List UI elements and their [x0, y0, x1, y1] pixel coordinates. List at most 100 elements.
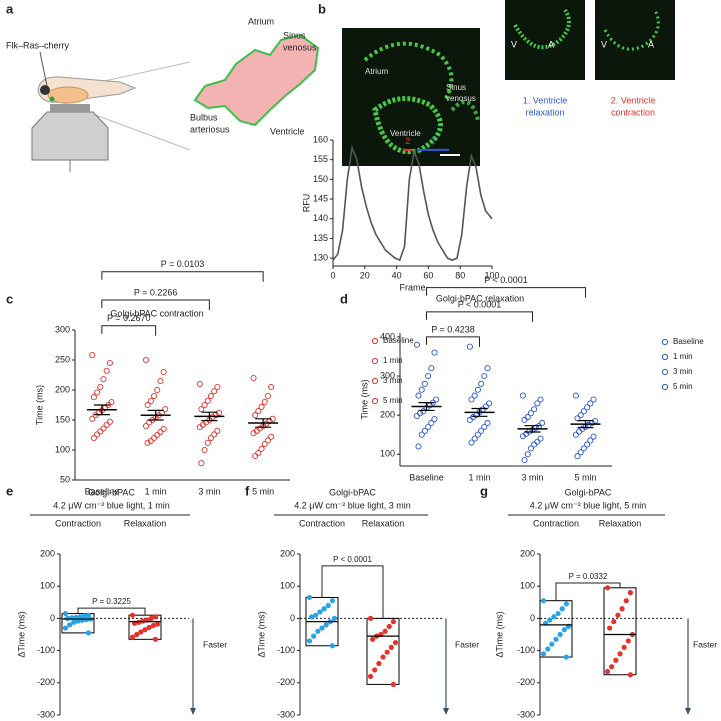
x-tick-label: 0	[330, 270, 335, 280]
dot	[625, 638, 631, 644]
dot	[62, 610, 69, 617]
label: 2. Ventricle	[611, 95, 656, 105]
dot	[428, 419, 435, 427]
micrograph	[595, 0, 675, 80]
x-tick-label: 40	[392, 270, 402, 280]
dot	[214, 383, 221, 391]
dot	[154, 621, 161, 627]
dot	[431, 349, 438, 356]
dot	[204, 397, 211, 404]
legend-label: 3 min	[673, 367, 693, 376]
dot	[390, 619, 396, 625]
y-tick-label: 100	[55, 444, 70, 454]
panel-letter: e	[6, 483, 13, 498]
chart-title: Golgi-bPAC	[565, 487, 612, 497]
dot	[100, 376, 107, 383]
dot	[627, 672, 634, 678]
dot	[478, 380, 485, 387]
dot	[468, 396, 475, 403]
dot	[384, 649, 390, 655]
y-tick-label: -200	[517, 677, 535, 687]
dot	[524, 414, 531, 421]
dot	[609, 664, 615, 670]
dot	[196, 380, 203, 388]
panel-letter: g	[480, 483, 488, 498]
chart-title: Golgi-bPAC relaxation	[436, 293, 524, 303]
legend-marker	[661, 353, 669, 361]
dot	[138, 629, 144, 635]
dot	[207, 434, 215, 442]
bracket	[426, 311, 533, 322]
y-tick-label: 0	[530, 613, 535, 623]
dot	[590, 396, 597, 403]
fish-heart	[49, 96, 55, 102]
dot	[479, 406, 486, 413]
dot	[261, 440, 268, 448]
bracket	[426, 287, 586, 298]
dot	[268, 433, 275, 440]
label: V	[601, 39, 607, 49]
dot	[315, 628, 321, 634]
dot	[147, 437, 154, 445]
dot	[531, 441, 538, 448]
dot	[577, 412, 584, 419]
dot	[329, 643, 335, 649]
y-tick-label: 100	[40, 581, 55, 591]
dot	[621, 644, 627, 650]
label: Flk–Ras–cherry	[6, 40, 70, 50]
y-tick-label: 50	[60, 474, 70, 484]
x-tick-label: 20	[360, 270, 370, 280]
x-tick-label: 100	[484, 270, 499, 280]
label: arteriosus	[190, 124, 230, 134]
dot	[250, 430, 257, 437]
dot	[150, 392, 158, 400]
y-tick-label: -300	[517, 709, 535, 719]
dot	[65, 615, 71, 622]
dot	[309, 614, 315, 620]
label: V	[511, 39, 517, 49]
p-value: P < 0.0001	[484, 275, 528, 285]
dot	[553, 636, 559, 642]
p-value: P < 0.0001	[333, 555, 372, 564]
y-tick-label: 200	[380, 410, 395, 420]
error-bar	[93, 404, 110, 416]
dot	[615, 612, 621, 618]
dot	[207, 392, 215, 400]
label: Sinus	[446, 83, 466, 92]
dot	[321, 606, 327, 612]
leader-line	[39, 51, 48, 87]
panel-letter: d	[340, 291, 348, 306]
dot	[466, 416, 473, 423]
y-axis-label: ΔTime (ms)	[494, 611, 504, 657]
y-tick-label: 200	[55, 384, 70, 394]
dot	[380, 654, 386, 660]
y-tick-label: 100	[520, 581, 535, 591]
dot	[97, 428, 104, 435]
dot	[319, 625, 325, 631]
legend-marker	[371, 397, 379, 405]
dot	[551, 614, 557, 620]
dot	[103, 367, 110, 374]
dot	[89, 415, 96, 422]
error-bar	[577, 420, 594, 429]
dot	[484, 419, 491, 427]
legend-marker	[371, 377, 379, 385]
x-tick-label: 1 min	[468, 472, 490, 482]
dot	[619, 606, 625, 612]
dot	[580, 408, 587, 415]
dot	[367, 673, 374, 679]
dot	[486, 400, 493, 407]
dot	[103, 421, 110, 428]
y-axis-label: ΔTime (ms)	[256, 611, 266, 657]
dot	[71, 619, 77, 625]
bracket	[101, 325, 157, 336]
label: A	[548, 39, 554, 49]
dot	[323, 622, 329, 628]
dot	[154, 431, 161, 439]
dot	[431, 416, 438, 423]
dot	[584, 404, 591, 411]
label: Ventricle	[390, 129, 421, 138]
dot	[211, 388, 218, 395]
dot	[382, 628, 388, 634]
micrograph	[505, 0, 585, 80]
